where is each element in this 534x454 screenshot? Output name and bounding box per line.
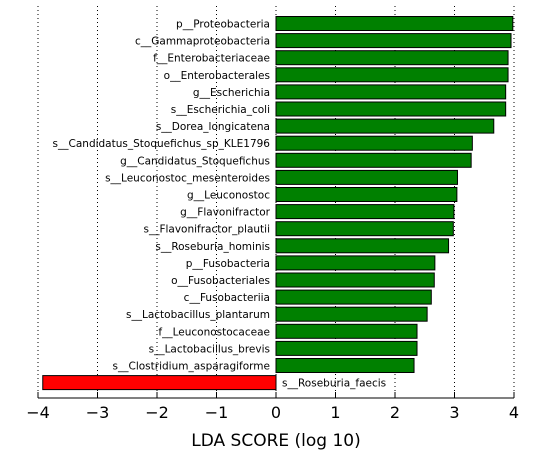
bar-label-1: c__Gammaproteobacteria <box>135 36 270 48</box>
bar-label-0: p__Proteobacteria <box>176 19 270 31</box>
bar-label-12: s__Flavonifractor_plautii <box>143 224 270 236</box>
bar-2 <box>275 50 509 66</box>
x-tick-label-0: −4 <box>26 403 50 422</box>
x-tick-label-2: −2 <box>145 403 169 422</box>
bar-8 <box>275 152 472 168</box>
bar-14 <box>275 255 436 271</box>
bar-label-21: s__Roseburia_faecis <box>282 378 386 390</box>
x-tick-label-6: 2 <box>390 403 400 422</box>
x-tick-label-3: −1 <box>205 403 229 422</box>
bar-9 <box>275 169 458 185</box>
bar-label-15: o__Fusobacteriales <box>171 275 270 287</box>
bar-label-14: p__Fusobacteria <box>186 258 270 270</box>
x-tick-label-4: 0 <box>271 403 281 422</box>
bar-1 <box>275 33 512 49</box>
bar-10 <box>275 187 458 202</box>
bar-6 <box>275 118 495 134</box>
x-axis: −4 −3 −2 −1 0 1 2 3 4 <box>26 392 519 422</box>
bar-12 <box>275 221 454 237</box>
bar-16 <box>275 289 432 305</box>
bar-0 <box>275 16 514 31</box>
x-tick-label-8: 4 <box>509 403 519 422</box>
bar-20 <box>275 358 415 373</box>
bar-label-16: c__Fusobacteriia <box>184 292 270 304</box>
bar-label-10: g__Leuconostoc <box>187 190 270 202</box>
bar-13 <box>275 238 450 254</box>
bar-label-3: o__Enterobacterales <box>164 70 270 82</box>
bar-17 <box>275 306 428 322</box>
bar-label-13: s__Roseburia_hominis <box>155 241 270 253</box>
bar-label-11: g__Flavonifractor <box>180 207 271 219</box>
x-tick-label-7: 3 <box>449 403 459 422</box>
bar-19 <box>275 340 418 356</box>
bar-4 <box>275 84 507 100</box>
bar-label-19: s__Lactobacillus_brevis <box>149 343 270 355</box>
bar-label-9: s__Leuconostoc_mesenteroides <box>105 172 270 184</box>
bar-15 <box>275 272 435 288</box>
bar-label-7: s__Candidatus_Stoquefichus_sp_KLE1796 <box>53 138 271 150</box>
x-tick-label-5: 1 <box>330 403 340 422</box>
bar-label-17: s__Lactobacillus_plantarum <box>126 309 270 321</box>
bar-21 <box>42 375 277 391</box>
bar-label-2: f__Enterobacteriaceae <box>153 53 270 65</box>
bar-label-5: s__Escherichia_coli <box>171 104 270 116</box>
x-axis-title: LDA SCORE (log 10) <box>191 431 361 451</box>
bar-label-18: f__Leuconostocaceae <box>158 326 270 338</box>
bar-7 <box>275 135 473 151</box>
x-tick-label-1: −3 <box>86 403 110 422</box>
bar-18 <box>275 323 418 339</box>
bar-label-4: g__Escherichia <box>193 87 270 99</box>
bar-11 <box>275 204 455 220</box>
bar-labels: p__Proteobacteria c__Gammaproteobacteriaf… <box>53 19 387 390</box>
bar-label-20: s__Clostridium_asparagiforme <box>113 361 270 373</box>
bar-5 <box>275 101 507 117</box>
bars <box>42 16 514 391</box>
bar-label-8: g__Candidatus_Stoquefichus <box>120 155 270 167</box>
bar-3 <box>275 67 509 83</box>
bar-label-6: s__Dorea_longicatena <box>156 121 270 133</box>
